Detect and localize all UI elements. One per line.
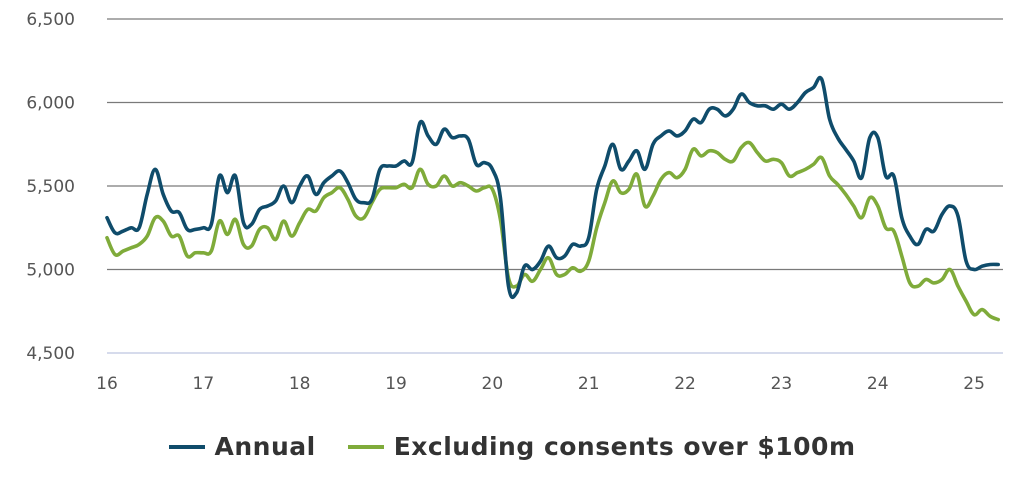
y-tick-label-5500: 5,500 — [26, 177, 75, 197]
x-tick-label-22: 22 — [674, 374, 696, 394]
x-tick-label-21: 21 — [578, 374, 600, 394]
x-tick-label-25: 25 — [963, 374, 985, 394]
x-tick-label-16: 16 — [96, 374, 118, 394]
y-tick-label-4500: 4,500 — [26, 344, 75, 364]
x-tick-label-17: 17 — [193, 374, 215, 394]
legend-item-annual: Annual — [168, 432, 316, 461]
legend-label-annual: Annual — [214, 432, 316, 461]
series-lines — [105, 75, 1000, 322]
legend-swatch-annual — [168, 444, 205, 449]
legend-label-excluding: Excluding consents over $100m — [393, 432, 856, 461]
x-tick-label-18: 18 — [289, 374, 311, 394]
y-tick-label-5000: 5,000 — [26, 261, 75, 281]
x-tick-label-20: 20 — [482, 374, 504, 394]
x-tick-label-23: 23 — [771, 374, 793, 394]
legend-item-excluding: Excluding consents over $100m — [347, 432, 856, 461]
series-line-excluding-consents — [105, 140, 1000, 322]
x-tick-label-19: 19 — [385, 374, 407, 394]
y-tick-label-6000: 6,000 — [26, 94, 75, 114]
x-axis-tick-labels: 16 17 18 19 20 21 22 23 24 25 — [96, 374, 985, 394]
line-chart: 4,500 5,000 5,500 6,000 6,500 16 17 18 19 20 21 22… — [26, 10, 1003, 394]
y-tick-label-6500: 6,500 — [26, 10, 75, 30]
legend-swatch-excluding — [347, 444, 384, 449]
x-tick-label-24: 24 — [867, 374, 889, 394]
gridlines — [107, 18, 1003, 354]
y-axis-tick-labels: 4,500 5,000 5,500 6,000 6,500 — [26, 10, 75, 364]
legend: Annual Excluding consents over $100m — [0, 432, 1024, 461]
series-line-annual — [105, 75, 1000, 300]
